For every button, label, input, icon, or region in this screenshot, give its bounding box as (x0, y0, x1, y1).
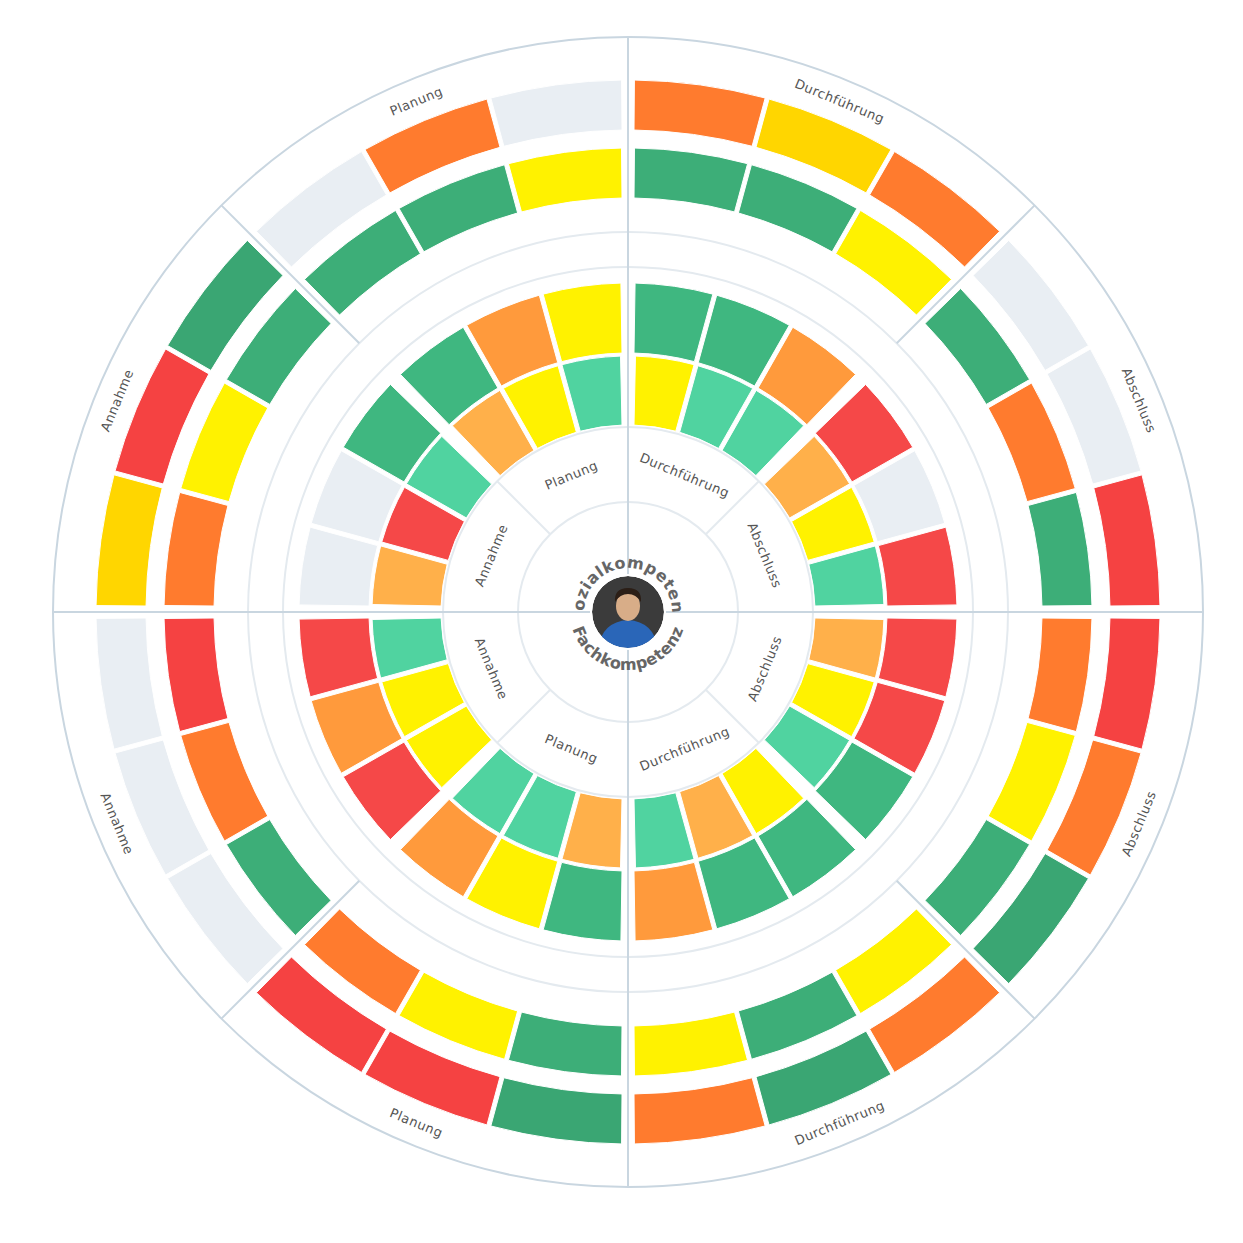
rating-cell (96, 475, 162, 606)
avatar-body (598, 620, 658, 652)
rating-cell (164, 618, 228, 732)
phase-label-outer: Durchführung (792, 1098, 886, 1149)
rating-cell (870, 957, 1000, 1072)
rating-cell (1028, 492, 1092, 606)
rating-cell (634, 148, 748, 212)
competency-wheel: Annahme Annahme Planung Planung Durchführung… (0, 0, 1243, 1243)
rating-cell (634, 1078, 765, 1144)
rating-cell (973, 854, 1088, 984)
rating-cell (543, 283, 622, 362)
rating-cell (491, 1078, 622, 1144)
rating-cell (634, 283, 713, 362)
rating-cell (1094, 618, 1160, 749)
phase-label-outer: Annahme (98, 367, 137, 433)
guide-circle (53, 37, 1203, 1187)
rating-cell (365, 1031, 500, 1125)
avatar-hair (615, 588, 641, 602)
rating-cell (878, 618, 957, 697)
rating-cell (115, 349, 209, 484)
rating-cell (365, 99, 500, 193)
phase-label-outer: Planung (388, 1105, 445, 1140)
rating-cell (96, 618, 162, 749)
phase-label-outer: Planung (388, 83, 445, 118)
rating-cell (256, 152, 386, 267)
phase-label-outer: Abschluss (1119, 789, 1159, 859)
rating-cell (508, 1012, 622, 1076)
rating-cell (634, 80, 765, 146)
cells (96, 80, 1160, 1144)
rating-cell (1028, 618, 1092, 732)
phase-label-inner: Planung (543, 731, 600, 766)
phase-label-outer: Durchführung (792, 76, 886, 127)
phase-label-inner: Abschluss (745, 634, 785, 704)
rating-cell (870, 152, 1000, 267)
rating-cell (543, 862, 622, 941)
rating-cell (256, 957, 386, 1072)
rating-cell (854, 451, 945, 542)
phase-label-inner: Annahme (472, 522, 511, 588)
phase-label-outer: Annahme (98, 790, 137, 856)
rating-cell (467, 295, 558, 386)
rating-cell (562, 793, 622, 868)
phase-label-inner: Abschluss (745, 521, 785, 591)
rating-cell (854, 682, 945, 773)
rating-cell (634, 1012, 748, 1076)
phase-label-inner: Planung (543, 458, 600, 493)
avatar-ring (591, 575, 665, 649)
rating-cell (299, 618, 378, 697)
rating-cell (562, 356, 622, 431)
phase-label-outer: Abschluss (1119, 366, 1159, 436)
phase-label-inner: Durchführung (638, 723, 732, 774)
avatar (592, 576, 664, 652)
rating-cell (164, 492, 228, 606)
rating-cell (809, 546, 884, 606)
phase-label-inner: Annahme (472, 635, 511, 701)
rating-cell (467, 838, 558, 929)
rating-cell (115, 740, 209, 875)
rating-cell (168, 240, 283, 370)
rating-cell (1094, 475, 1160, 606)
rating-cell (299, 527, 378, 606)
rating-cell (809, 618, 884, 678)
rating-cell (634, 862, 713, 941)
rating-cell (878, 527, 957, 606)
chart-container: Annahme Annahme Planung Planung Durchführung… (0, 0, 1243, 1243)
rating-cell (491, 80, 622, 146)
phase-label-inner: Durchführung (638, 450, 732, 501)
rating-cell (508, 148, 622, 212)
labels: Annahme Annahme Planung Planung Durchführung… (98, 76, 1159, 1148)
rating-cell (973, 240, 1088, 370)
wheel: Annahme Annahme Planung Planung Durchführung… (53, 37, 1203, 1187)
rating-cell (168, 854, 283, 984)
